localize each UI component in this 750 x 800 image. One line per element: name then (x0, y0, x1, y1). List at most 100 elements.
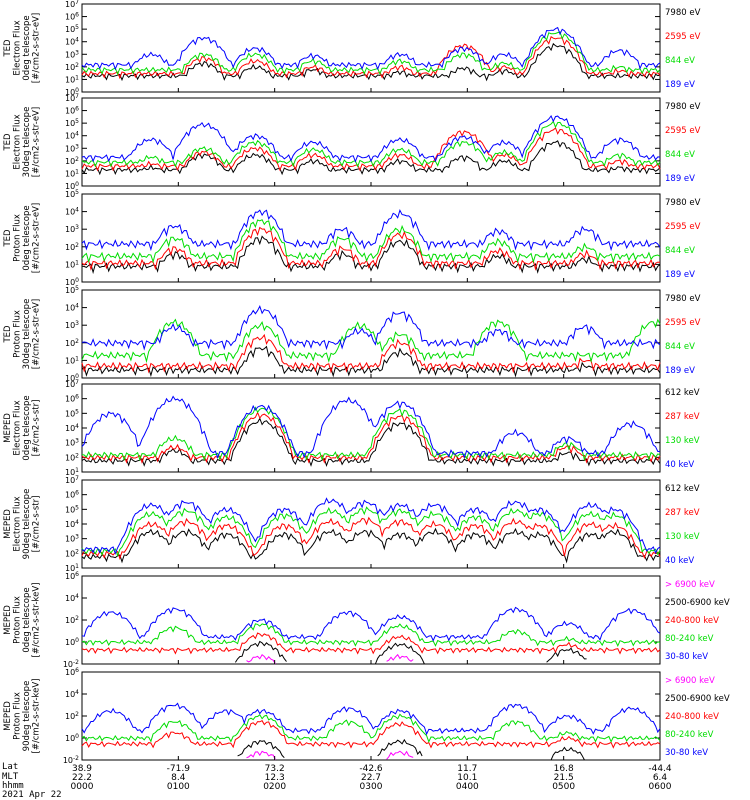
y-tick-label: 104 (65, 593, 79, 603)
trace-segment (377, 738, 423, 757)
y-tick-label: 102 (65, 242, 79, 252)
legend-entry: 287 keV (665, 412, 700, 422)
panel-3: 100 101 102 103 104 105 TEDProton Flux0deg tel… (3, 189, 701, 287)
series-trace (81, 632, 661, 655)
y-axis-label-line: Proton Flux (13, 692, 23, 740)
panel-2: 100 101 102 103 104 105 106 107 TEDElectron Flux… (3, 93, 701, 191)
y-tick-label: 103 (65, 438, 79, 448)
trace-segment (81, 702, 661, 736)
legend-entry: 2500-6900 keV (665, 598, 730, 608)
y-axis-label: MEPEDProton Flux90deg telescope[#/cm2-s-… (3, 679, 42, 754)
legend-entry: 130 keV (665, 436, 700, 446)
panel-7: 10-2 100 102 104 106 MEPEDProton Flux0deg tel… (3, 571, 730, 669)
y-axis-label: TEDElectron Flux30deg telescope[#/cm2-s-… (3, 107, 42, 178)
x-tick-mlt: 22.7 (361, 773, 381, 783)
y-axis-label-line: TED (3, 133, 13, 152)
legend-entry: 189 eV (665, 174, 695, 184)
trace-segment (81, 497, 661, 555)
y-tick-label: 103 (65, 320, 79, 330)
x-tick-time: 0500 (552, 782, 575, 792)
trace-segment (81, 720, 661, 749)
y-tick-label: 102 (65, 156, 79, 166)
trace-segment (81, 208, 661, 252)
y-tick-label: 102 (65, 548, 79, 558)
legend-entry: 2595 eV (665, 32, 701, 42)
x-tick-time: 0600 (649, 782, 672, 792)
legend-entry: 189 eV (665, 366, 695, 376)
series-trace (81, 115, 661, 163)
trace-segment (81, 305, 661, 351)
series-trace (246, 750, 414, 761)
x-tick-mlt: 12.3 (265, 773, 285, 783)
y-tick-label: 101 (65, 563, 79, 573)
y-axis-label-line: 0deg telescope (22, 587, 32, 652)
trace-segment (246, 750, 276, 761)
x-tick-lat: 16.8 (554, 764, 574, 774)
panel-4: 100 101 102 103 104 105 TEDProton Flux30deg te… (3, 285, 701, 383)
series-trace (81, 411, 661, 464)
y-axis-label-line: [#/cm2-s-str-eV] (32, 299, 42, 369)
mlt-row-label: MLT (2, 772, 19, 782)
y-tick-label: 104 (65, 519, 79, 529)
y-tick-label: 105 (65, 285, 79, 295)
y-axis-label: MEPEDElectron Flux0deg telescope[#/cm2-s… (3, 395, 42, 460)
trace-segment (374, 642, 425, 665)
y-tick-label: 106 (65, 490, 79, 500)
trace-segment (81, 140, 661, 176)
y-axis-label-line: Proton Flux (13, 596, 23, 644)
y-tick-label: 100 (65, 637, 79, 647)
legend-entry: 7980 eV (665, 8, 701, 18)
legend-entry: 612 keV (665, 388, 700, 398)
y-tick-label: 107 (65, 93, 79, 103)
y-axis-label: MEPEDElectron Flux90deg telescope[#/cm2-… (3, 489, 42, 560)
y-axis-label-line: [#/cm2-s-str] (32, 496, 42, 553)
legend-entry: 7980 eV (665, 294, 701, 304)
legend-entry: 7980 eV (665, 198, 701, 208)
legend-entry: 189 eV (665, 80, 695, 90)
y-tick-label: 103 (65, 143, 79, 153)
y-tick-label: 101 (65, 259, 79, 269)
series-trace (237, 738, 585, 761)
y-axis-label-line: Electron Flux (13, 114, 23, 169)
trace-segment (546, 647, 587, 663)
trace-segment (81, 527, 661, 564)
y-tick-label: 101 (65, 355, 79, 365)
y-axis-label-line: 90deg telescope (22, 489, 32, 560)
x-tick-mlt: 22.2 (72, 773, 92, 783)
y-tick-label: 100 (65, 733, 79, 743)
trace-segment (81, 345, 661, 378)
y-tick-label: 101 (65, 467, 79, 477)
x-tick-mlt: 21.5 (554, 773, 574, 783)
y-axis-label-line: Proton Flux (13, 214, 23, 262)
trace-segment (81, 516, 661, 561)
x-tick-time: 0400 (456, 782, 479, 792)
y-tick-label: 10-2 (63, 659, 79, 669)
legend-entry: 2595 eV (665, 222, 701, 232)
svg-text:MEPEDElectron Flux90deg telesc: MEPEDElectron Flux90deg telescope[#/cm2-… (3, 489, 42, 560)
y-axis-label-line: [#/cm2-s-str-eV] (32, 107, 42, 177)
y-tick-label: 100 (65, 373, 79, 383)
series-trace (81, 226, 661, 271)
y-tick-label: 103 (65, 224, 79, 234)
y-axis-label-line: [#/cm2-s-str-eV] (32, 203, 42, 273)
svg-text:TEDElectron Flux0deg telescope: TEDElectron Flux0deg telescope[#/cm2-s-s… (3, 13, 42, 83)
series-trace (81, 36, 661, 80)
trace-segment (81, 318, 661, 364)
y-tick-label: 106 (65, 12, 79, 22)
panel-6: 101 102 103 104 105 106 107 MEPEDElectron Flux9… (3, 475, 700, 573)
legend-entry: 40 keV (665, 556, 694, 566)
series-trace (81, 318, 661, 364)
legend-entry: 30-80 keV (665, 652, 708, 662)
series-trace (81, 31, 661, 76)
y-tick-label: 102 (65, 615, 79, 625)
x-tick-lat: -71.9 (167, 764, 191, 774)
x-tick-lat: -44.4 (648, 764, 672, 774)
y-axis-label-line: 0deg telescope (22, 15, 32, 80)
y-axis-label-line: MEPED (3, 413, 13, 443)
y-tick-label: 107 (65, 0, 79, 9)
trace-segment (81, 632, 661, 655)
series-trace (81, 305, 661, 351)
trace-segment (81, 406, 661, 462)
y-tick-label: 106 (65, 571, 79, 581)
